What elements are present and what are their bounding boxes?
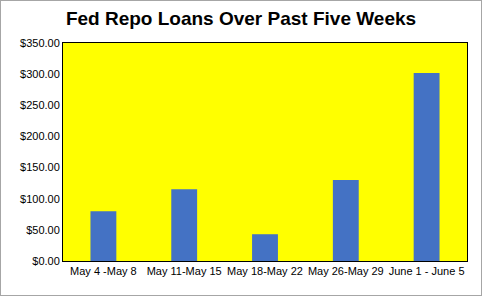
svg-text:Fed Repo Loans Over Past Five: Fed Repo Loans Over Past Five Weeks xyxy=(66,8,416,29)
svg-text:June 1 - June 5: June 1 - June 5 xyxy=(389,265,465,277)
svg-text:May 4 -May 8: May 4 -May 8 xyxy=(70,265,137,277)
svg-text:$50.00: $50.00 xyxy=(26,224,60,236)
svg-text:$150.00: $150.00 xyxy=(20,161,60,173)
svg-text:May 26-May 29: May 26-May 29 xyxy=(308,265,384,277)
svg-text:$250.00: $250.00 xyxy=(20,99,60,111)
svg-text:$0.00: $0.00 xyxy=(32,255,60,267)
svg-text:$350.00: $350.00 xyxy=(20,37,60,49)
svg-text:May 18-May 22: May 18-May 22 xyxy=(227,265,303,277)
svg-text:$300.00: $300.00 xyxy=(20,68,60,80)
svg-text:$100.00: $100.00 xyxy=(20,193,60,205)
svg-text:$200.00: $200.00 xyxy=(20,130,60,142)
svg-text:May 11-May 15: May 11-May 15 xyxy=(147,265,222,277)
